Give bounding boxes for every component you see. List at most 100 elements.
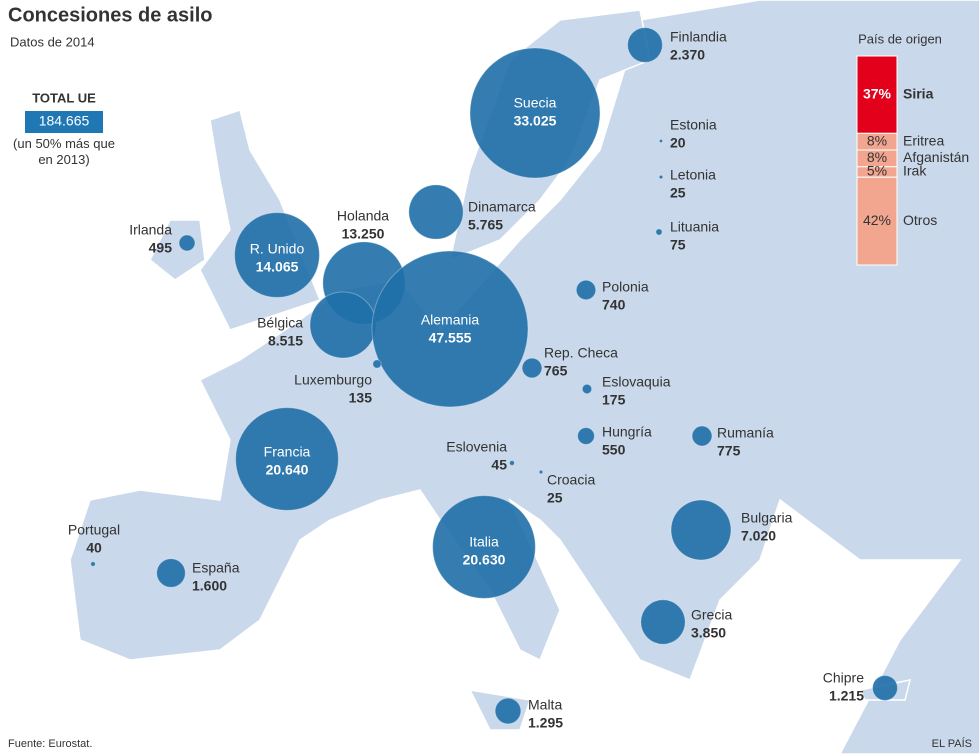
country-name: Eslovaquia [602,374,671,390]
bubble [670,499,732,561]
origin-segment [856,55,898,134]
country-name: Holanda [337,208,389,224]
country-name: Finlandia [670,29,727,45]
country-name: Malta [528,697,562,713]
country-value: 1.600 [192,578,227,594]
country-value: 20 [670,135,686,151]
bubble [538,469,544,475]
country-value: 5.765 [468,217,503,233]
origin-segment [856,176,898,266]
origin-title: País de origen [858,31,942,46]
country-value: 8.515 [268,333,303,349]
country-name: España [192,560,240,576]
country-value: 40 [86,540,102,556]
brand: EL PAÍS [932,737,972,750]
bubble [521,357,543,379]
country-name: Alemania [421,312,480,328]
bubble [309,291,377,359]
origin-label: 8% [867,132,887,148]
bubble [691,425,713,447]
country-value: 14.065 [256,259,299,275]
bubble [658,174,664,180]
country-name: Estonia [670,117,717,133]
country-name: Polonia [602,279,649,295]
country-name: Lituania [670,219,719,235]
country-value: 175 [602,392,626,408]
country-name: Francia [264,444,311,460]
bubble [577,427,595,445]
bubble [469,47,601,179]
country-value: 75 [670,237,686,253]
total-note: (un 50% más que en 2013) [13,136,115,167]
total-note-box: (un 50% más que en 2013) [13,136,115,167]
country-name: Dinamarca [468,199,536,215]
country-value: 13.250 [342,226,385,242]
country-name: Letonia [670,167,716,183]
country-value: 1.295 [528,715,563,731]
bubble [234,212,320,298]
country-name: Eslovenia [446,439,507,455]
origin-label: 5% [867,163,887,179]
country-value: 495 [149,240,173,256]
bubble [178,234,196,252]
country-value: 550 [602,442,626,458]
country-value: 775 [717,443,741,459]
country-name: Italia [469,534,499,550]
country-value: 33.025 [514,113,557,129]
country-name: Rep. Checa [544,345,618,361]
total-box [25,111,103,133]
origin-name: Irak [903,163,927,179]
bubble [627,27,663,63]
origin-name: Eritrea [903,132,944,148]
country-value: 765 [544,363,568,379]
total-value: 184.665 [39,113,90,129]
country-value: 740 [602,297,626,313]
total-heading: TOTAL UE [32,90,96,105]
origin-label: 42% [863,212,891,228]
country-name: Bélgica [257,315,303,331]
country-value: 135 [349,390,373,406]
country-name: Rumanía [717,425,774,441]
country-name: Luxemburgo [294,372,372,388]
subtitle: Datos de 2014 [10,34,95,49]
origin-label: 8% [867,149,887,165]
bubble [90,561,96,567]
bubble [581,383,593,395]
bubble [640,599,686,645]
origin-label: 37% [863,85,892,101]
title: Concesiones de asilo [8,4,213,26]
country-value: 1.215 [829,688,864,704]
country-value: 45 [491,457,507,473]
country-name: Portugal [68,522,120,538]
country-value: 2.370 [670,47,705,63]
bubble [872,675,898,701]
bubble [235,407,339,511]
bubble [156,558,186,588]
country-name: Hungría [602,424,652,440]
bubble [509,460,515,466]
bubble [408,184,464,240]
bubble [655,228,663,236]
bubble [371,250,529,408]
bubble [432,495,536,599]
country-value: 25 [670,185,686,201]
country-name: Suecia [514,95,557,111]
country-name: Bulgaria [741,510,793,526]
country-name: Chipre [823,670,864,686]
bubble [658,138,664,144]
country-value: 7.020 [741,528,776,544]
country-value: 3.850 [691,625,726,641]
country-name: Irlanda [129,222,172,238]
country-name: Croacia [547,472,595,488]
country-value: 20.630 [463,552,506,568]
origin-name: Afganistán [903,149,969,165]
source: Fuente: Eurostat. [8,738,92,750]
country-name: R. Unido [250,241,305,257]
country-value: 47.555 [429,330,472,346]
origin-name: Otros [903,212,937,228]
bubble [494,697,522,725]
country-name: Grecia [691,607,732,623]
origin-name: Siria [903,85,934,101]
country-value: 20.640 [266,462,309,478]
